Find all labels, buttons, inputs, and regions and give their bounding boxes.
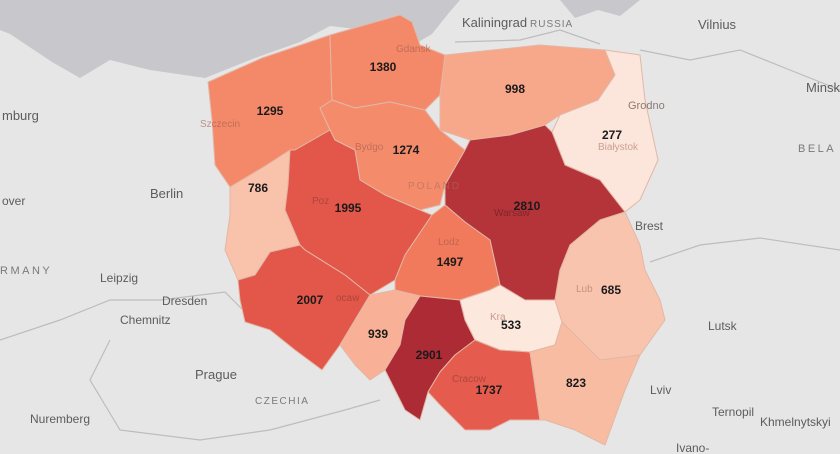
label-bialystok: Białystok	[598, 142, 639, 153]
label-nuremberg: Nuremberg	[30, 412, 90, 426]
value-pomorskie: 1380	[370, 60, 397, 74]
label-cracow: Cracow	[452, 374, 487, 385]
label-hanover: over	[2, 194, 25, 208]
label-belarus: BELA	[798, 143, 836, 155]
border-kaliningrad	[454, 29, 601, 45]
gulf-of-riga	[560, 0, 640, 18]
label-lutsk: Lutsk	[708, 319, 738, 333]
label-ternopil: Ternopil	[712, 405, 754, 419]
value-opolskie: 939	[368, 327, 388, 341]
value-swietokrzyskie: 533	[501, 318, 521, 332]
value-wielkopolskie: 1995	[335, 201, 362, 215]
label-hamburg: mburg	[2, 108, 39, 123]
label-warsaw: Warsaw	[494, 208, 531, 219]
label-ivano: Ivano-	[676, 441, 709, 454]
value-mazowieckie: 2810	[514, 199, 541, 213]
place-labels: Kaliningrad RUSSIA Vilnius Minsk BELA mb…	[0, 15, 840, 454]
value-kujawsko-pomorskie: 1274	[393, 143, 420, 157]
label-wroclaw: ocaw	[336, 293, 360, 304]
label-chemnitz: Chemnitz	[120, 313, 171, 327]
label-poland: POLAND	[408, 181, 461, 192]
label-szczecin: Szczecin	[200, 119, 240, 130]
label-krakow: Kra	[490, 312, 506, 323]
value-malopolskie: 1737	[476, 383, 503, 397]
value-dolnoslaskie: 2007	[297, 293, 324, 307]
label-poznan: Poz	[312, 196, 329, 207]
value-lubelskie: 685	[601, 283, 621, 297]
region-warminsko-mazurskie[interactable]	[439, 44, 616, 141]
label-germany: RMANY	[0, 265, 52, 277]
border-belarus-ukraine	[649, 237, 840, 263]
label-prague: Prague	[195, 367, 237, 382]
label-lodz: Lodz	[438, 237, 460, 248]
label-brest: Brest	[635, 219, 664, 233]
border-czechia-south	[89, 339, 381, 441]
label-kaliningrad: Kaliningrad	[462, 15, 527, 30]
label-russia: RUSSIA	[530, 19, 573, 30]
region-lubelskie[interactable]	[554, 211, 666, 361]
label-vilnius: Vilnius	[698, 17, 737, 32]
region-podkarpackie[interactable]	[529, 321, 641, 446]
label-dresden: Dresden	[162, 294, 207, 308]
value-slaskie: 2901	[416, 348, 443, 362]
region-values: 1295 1380 998 277 1274 786 1995 2810 149…	[248, 60, 622, 397]
value-zachodniopomorskie: 1295	[257, 104, 284, 118]
voivodeships	[207, 14, 666, 446]
value-podkarpackie: 823	[566, 376, 586, 390]
value-lubuskie: 786	[248, 181, 268, 195]
value-lodzkie: 1497	[437, 255, 464, 269]
label-leipzig: Leipzig	[100, 271, 138, 285]
label-gdansk: Gdansk	[396, 44, 431, 55]
label-berlin: Berlin	[150, 186, 183, 201]
label-lviv: Lviv	[650, 383, 671, 397]
region-malopolskie[interactable]	[427, 339, 541, 431]
baltic-sea	[0, 0, 460, 78]
label-czechia: CZECHIA	[255, 396, 309, 407]
value-podlaskie: 277	[602, 128, 622, 142]
label-bydgoszcz: Bydgo	[355, 142, 384, 153]
label-lublin: Lub	[576, 284, 593, 295]
label-khmelnytskyi: Khmelnytskyi	[760, 415, 831, 429]
border-lithuania-belarus	[639, 49, 840, 91]
label-minsk: Minsk	[806, 80, 840, 95]
border-germany-czechia	[0, 291, 246, 341]
label-grodno: Grodno	[628, 100, 665, 112]
value-warminsko-mazurskie: 998	[505, 82, 525, 96]
